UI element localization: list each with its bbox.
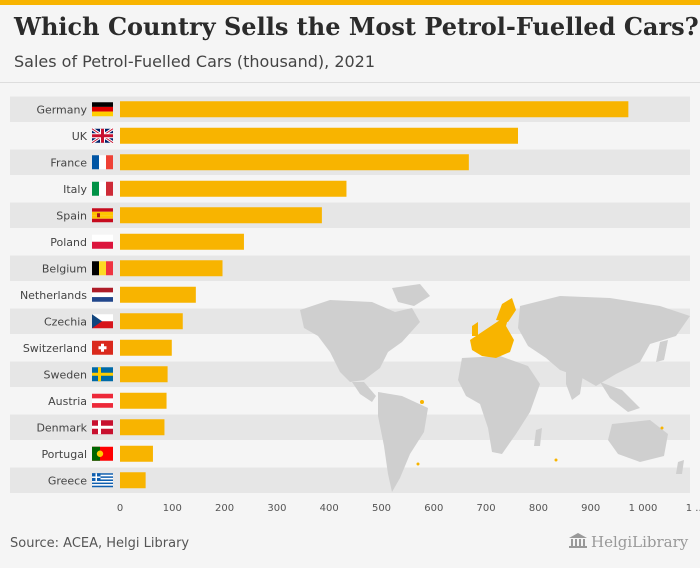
- bar-denmark: [120, 419, 165, 436]
- country-flags: [91, 102, 114, 488]
- logo-text: HelgiLibrary: [591, 533, 689, 551]
- map-territory-dot: [554, 458, 558, 462]
- chart-subtitle: Sales of Petrol-Fuelled Cars (thousand),…: [14, 52, 376, 71]
- flag-switzerland-icon: [92, 340, 113, 355]
- x-tick-label: 0: [117, 503, 123, 514]
- bar-netherlands: [120, 286, 196, 303]
- map-asia: [518, 296, 690, 386]
- category-label: Greece: [48, 474, 87, 487]
- bar-portugal: [120, 445, 153, 462]
- chart-title: Which Country Sells the Most Petrol-Fuel…: [14, 12, 699, 41]
- category-label: France: [50, 156, 87, 169]
- map-africa: [458, 356, 540, 454]
- map-india: [566, 368, 584, 400]
- category-label: UK: [72, 130, 88, 143]
- flag-denmark-icon: [92, 420, 113, 435]
- map-madagascar: [534, 428, 542, 446]
- library-building-icon: [569, 533, 587, 548]
- x-tick-label: 1 ...: [686, 503, 700, 514]
- category-label: Germany: [36, 103, 87, 116]
- category-label: Poland: [50, 236, 87, 249]
- category-labels: Germany UK France Italy Spain Poland Belgium Ne…: [20, 103, 88, 487]
- world-map-graphic: [300, 284, 690, 492]
- map-territory-dot: [416, 462, 420, 466]
- x-tick-label: 700: [477, 503, 496, 514]
- x-tick-label: 1 000: [629, 503, 658, 514]
- category-label: Sweden: [44, 368, 87, 381]
- bar-czechia: [120, 313, 183, 330]
- bar-belgium: [120, 260, 223, 277]
- flag-germany-icon: [92, 102, 113, 117]
- map-europe-highlight: [470, 312, 514, 358]
- map-north-america: [300, 300, 420, 382]
- map-greenland: [392, 284, 430, 306]
- flag-belgium-icon: [92, 261, 113, 276]
- category-label: Belgium: [42, 262, 87, 275]
- map-central-america: [352, 382, 376, 402]
- map-uk-highlight: [472, 322, 478, 336]
- category-label: Switzerland: [23, 342, 87, 355]
- flag-czechia-icon: [92, 314, 113, 329]
- bar-italy: [120, 180, 347, 197]
- x-tick-label: 200: [215, 503, 234, 514]
- bar-germany: [120, 101, 629, 118]
- x-axis-tick-labels: 0 100 200 300 400 500 600 700 800 900 1 000 1 ...: [117, 503, 700, 514]
- x-tick-label: 600: [424, 503, 443, 514]
- map-territory-dot: [660, 426, 664, 430]
- flag-uk-icon: [91, 127, 114, 144]
- x-tick-label: 300: [267, 503, 286, 514]
- bar-uk: [120, 127, 519, 144]
- flag-austria-icon: [92, 393, 113, 408]
- bar-chart: Germany UK France Italy Spain Poland Belgium Ne…: [10, 96, 700, 514]
- bar-spain: [120, 207, 322, 224]
- x-tick-label: 100: [163, 503, 182, 514]
- map-territory-dot: [420, 400, 424, 404]
- bars: [120, 101, 629, 489]
- helgi-library-logo: HelgiLibrary: [568, 533, 688, 551]
- bar-greece: [120, 472, 146, 489]
- bar-switzerland: [120, 339, 172, 356]
- map-new-zealand: [676, 460, 684, 474]
- flag-greece-icon: [92, 473, 113, 488]
- x-tick-label: 800: [529, 503, 548, 514]
- flag-italy-icon: [92, 181, 113, 196]
- category-label: Portugal: [41, 448, 87, 461]
- category-label: Spain: [56, 209, 87, 222]
- flag-spain-icon: [92, 208, 113, 223]
- category-label: Netherlands: [20, 289, 87, 302]
- bar-france: [120, 154, 469, 171]
- top-accent-bar: [0, 0, 700, 5]
- category-label: Austria: [48, 395, 87, 408]
- bar-austria: [120, 392, 167, 409]
- x-tick-label: 500: [372, 503, 391, 514]
- map-scandinavia-highlight: [496, 298, 516, 322]
- header-divider: [0, 82, 700, 83]
- flag-france-icon: [92, 155, 113, 170]
- category-label: Czechia: [44, 315, 87, 328]
- category-label: Italy: [63, 183, 87, 196]
- bar-poland: [120, 233, 244, 250]
- flag-netherlands-icon: [92, 287, 113, 302]
- source-note: Source: ACEA, Helgi Library: [10, 536, 190, 551]
- map-south-america: [378, 392, 428, 492]
- flag-portugal-icon: [92, 446, 113, 461]
- map-southeast-asia: [600, 382, 640, 412]
- x-tick-label: 900: [581, 503, 600, 514]
- bar-sweden: [120, 366, 168, 383]
- x-tick-label: 400: [320, 503, 339, 514]
- map-australia: [608, 420, 668, 462]
- map-japan: [656, 340, 668, 362]
- flag-poland-icon: [92, 234, 113, 249]
- flag-sweden-icon: [92, 367, 113, 382]
- category-label: Denmark: [36, 421, 87, 434]
